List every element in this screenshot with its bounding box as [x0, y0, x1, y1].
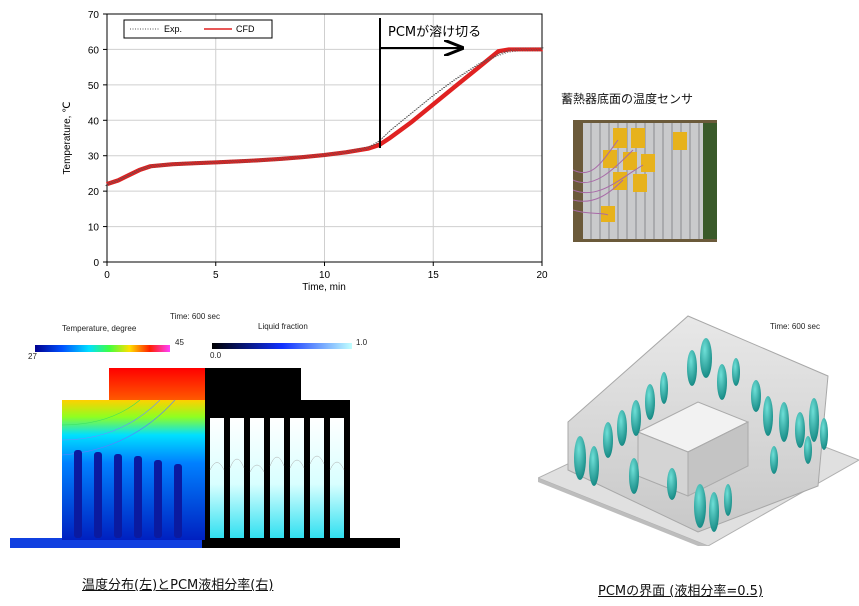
series-group — [105, 47, 544, 187]
x-tick-label: 20 — [536, 270, 548, 281]
y-tick-label: 60 — [88, 45, 100, 56]
temperature-liquid-map — [10, 343, 400, 548]
y-tick-label: 20 — [88, 187, 100, 198]
melt-annotation: PCMが溶け切る — [379, 18, 481, 148]
y-tick-label: 30 — [88, 152, 100, 163]
axis-ticks: 0 5 10 15 20 0 10 20 30 40 50 60 70 — [88, 10, 548, 281]
x-axis-label: Time, min — [302, 282, 346, 293]
temperature-panel-caption: 温度分布(左)とPCM液相分率(右) — [82, 578, 274, 593]
interface-panel-time: Time: 600 sec — [770, 322, 820, 331]
temperature-legend-title: Temperature, degree — [62, 324, 137, 333]
chart-grid — [107, 14, 542, 262]
chart-legend: Exp. CFD — [123, 19, 273, 39]
y-tick-label: 10 — [88, 223, 100, 234]
legend-label-exp: Exp. — [164, 24, 182, 34]
y-axis-label: Temperature, ℃ — [62, 102, 73, 175]
series-cfd-line — [107, 49, 543, 187]
x-tick-label: 15 — [428, 270, 440, 281]
y-tick-label: 70 — [88, 10, 100, 21]
sensor-photo — [573, 120, 717, 242]
liquid-colorbar — [212, 343, 352, 349]
sensor-photo-title: 蓄熱器底面の温度センサ — [561, 92, 694, 106]
liquid-legend-max: 1.0 — [356, 338, 368, 347]
interface-panel-caption: PCMの界面 (液相分率=0.5) — [598, 584, 763, 599]
temperature-legend-min: 27 — [28, 352, 37, 361]
x-tick-label: 5 — [213, 270, 219, 281]
temperature-chart: 0 5 10 15 20 0 10 20 30 40 50 60 70 Time, min Temper… — [62, 10, 548, 293]
pcm-interface-render — [538, 315, 859, 546]
liquid-legend-min: 0.0 — [210, 351, 222, 360]
melt-annotation-text: PCMが溶け切る — [388, 25, 481, 40]
temperature-legend-max: 45 — [175, 338, 184, 347]
x-tick-label: 10 — [319, 270, 331, 281]
liquid-legend-title: Liquid fraction — [258, 322, 308, 331]
temp-panel-time: Time: 600 sec — [170, 312, 220, 321]
y-tick-label: 40 — [88, 116, 100, 127]
temperature-colorbar — [35, 345, 170, 352]
series-cfd-line — [106, 47, 542, 184]
legend-label-cfd: CFD — [236, 24, 255, 34]
y-tick-label: 0 — [93, 258, 99, 269]
y-tick-label: 50 — [88, 81, 100, 92]
series-cfd-line — [106, 48, 542, 185]
x-tick-label: 0 — [104, 270, 110, 281]
